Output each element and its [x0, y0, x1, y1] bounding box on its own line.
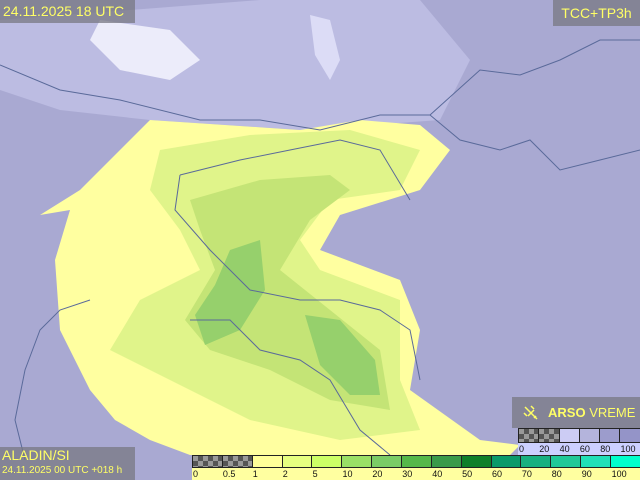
precipitation-legend: [192, 455, 640, 468]
legend-swatch: [490, 455, 521, 468]
legend-label: 0: [193, 469, 199, 479]
legend-label: 20: [372, 469, 383, 479]
legend-label: 100: [611, 469, 627, 479]
legend-swatch: [599, 428, 620, 443]
legend-label: 60: [492, 469, 503, 479]
legend-swatch: [401, 455, 431, 468]
model-name: ALADIN/SI: [2, 447, 70, 463]
legend-label: 100: [620, 444, 636, 454]
precip-area-dark: [305, 315, 380, 395]
legend-swatch: [341, 455, 372, 468]
cloud-cover-legend: [518, 428, 640, 443]
legend-label: 0.5: [222, 469, 236, 479]
legend-label: 1: [252, 469, 258, 479]
legend-label: 80: [600, 444, 611, 454]
country-borders: [0, 39, 640, 461]
product-label: TCC+TP3h: [553, 0, 640, 26]
cloud-cover-white: [310, 15, 340, 80]
legend-label: 2: [282, 469, 288, 479]
legend-swatch: [520, 455, 551, 468]
model-info: ALADIN/SI 24.11.2025 00 UTC +018 h: [0, 447, 135, 480]
legend-label: 10: [342, 469, 353, 479]
legend-swatch: [619, 428, 640, 443]
legend-swatch: [550, 455, 581, 468]
legend-swatch: [518, 428, 539, 443]
legend-label: 80: [551, 469, 562, 479]
legend-swatch: [311, 455, 342, 468]
legend-label: 30: [402, 469, 413, 479]
legend-label: 90: [581, 469, 592, 479]
legend-label: 40: [432, 469, 443, 479]
legend-swatch: [580, 455, 611, 468]
legend-label: 0: [519, 444, 525, 454]
arso-logo: ARSO VREME: [512, 397, 640, 428]
legend-swatch: [221, 455, 252, 468]
legend-swatch: [281, 455, 312, 468]
legend-swatch: [371, 455, 402, 468]
legend-label: 20: [539, 444, 550, 454]
logo-name: VREME: [589, 405, 636, 420]
precipitation-legend-labels: 0 0.5 1 2 5 10 20 30 40 50 60 70 80 90 100: [192, 468, 640, 480]
legend-label: 60: [579, 444, 590, 454]
cloud-cover-white: [90, 20, 200, 80]
precip-area-dark: [195, 240, 265, 345]
legend-swatch: [578, 428, 600, 443]
legend-swatch: [460, 455, 491, 468]
legend-swatch: [558, 428, 579, 443]
legend-label: 50: [462, 469, 473, 479]
legend-swatch: [192, 455, 222, 468]
legend-swatch: [610, 455, 640, 468]
satellite-icon: [523, 405, 538, 420]
legend-label: 5: [312, 469, 318, 479]
legend-swatch: [251, 455, 282, 468]
model-run: 24.11.2025 00 UTC +018 h: [2, 465, 123, 476]
legend-label: 40: [559, 444, 570, 454]
valid-time-label: 24.11.2025 18 UTC: [0, 0, 135, 23]
cloud-cover-legend-labels: 0 20 40 60 80 100: [518, 443, 640, 455]
legend-swatch: [430, 455, 461, 468]
logo-brand: ARSO: [548, 405, 586, 420]
legend-swatch: [538, 428, 559, 443]
legend-label: 70: [521, 469, 532, 479]
